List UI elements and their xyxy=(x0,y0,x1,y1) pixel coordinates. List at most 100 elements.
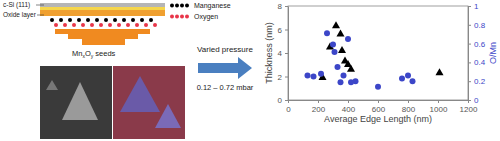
seeds-label-part: Mn xyxy=(72,49,82,58)
tick: 6 xyxy=(278,26,288,35)
tick-label: 0.4 xyxy=(474,58,486,67)
atom xyxy=(95,18,99,22)
axis: 00.20.40.60.81 xyxy=(468,2,486,105)
tick-mark xyxy=(285,30,288,31)
arrow-label: 0.12 – 0.72 mbar xyxy=(197,83,254,92)
point xyxy=(341,73,347,79)
atom xyxy=(63,23,67,27)
point xyxy=(353,78,359,84)
layer-pointer xyxy=(37,15,44,16)
tick-mark xyxy=(285,77,288,78)
tick-label: 4 xyxy=(278,49,283,58)
point xyxy=(375,84,381,90)
tick-mark xyxy=(468,62,471,63)
atom xyxy=(68,18,72,22)
plot-frame xyxy=(288,6,468,100)
arrow-label: Varied pressure xyxy=(197,45,253,54)
tick: 800 xyxy=(402,100,416,114)
tick: 1 xyxy=(468,2,479,11)
atom xyxy=(126,23,130,27)
point xyxy=(338,46,346,53)
point xyxy=(345,36,351,42)
point xyxy=(410,78,416,84)
tick-mark xyxy=(378,100,379,103)
tick: 8 xyxy=(278,2,288,11)
atom xyxy=(59,18,63,22)
legend-label: Oxygen xyxy=(194,13,218,21)
point xyxy=(311,74,317,80)
tick-label: 0.8 xyxy=(474,21,486,30)
interface-layer xyxy=(40,7,165,10)
tick-mark xyxy=(285,6,288,7)
axis: 020040060080010001200 xyxy=(286,100,478,114)
tick-mark xyxy=(438,100,439,103)
legend-marker xyxy=(175,15,179,19)
tick: 0 xyxy=(286,100,291,114)
tick-label: 1200 xyxy=(460,105,478,114)
si-layer xyxy=(40,3,165,7)
point xyxy=(336,30,344,37)
atom xyxy=(122,18,126,22)
y-axis-title: Thickness (nm) xyxy=(264,22,274,84)
axis: 0 2 4 6 8 xyxy=(278,2,289,105)
tick-label: 2 xyxy=(278,73,283,82)
point xyxy=(405,73,411,79)
legend-marker xyxy=(175,4,179,8)
tick-label: 1 xyxy=(474,2,479,11)
point xyxy=(324,30,330,36)
tick-mark xyxy=(285,100,288,101)
atom xyxy=(113,18,117,22)
point xyxy=(305,73,311,79)
atom xyxy=(149,18,153,22)
atom xyxy=(81,23,85,27)
tick: 600 xyxy=(372,100,386,114)
point xyxy=(435,68,443,75)
tick: 1000 xyxy=(430,100,448,114)
tick-mark xyxy=(348,100,349,103)
atom xyxy=(140,18,144,22)
legend-marker xyxy=(170,4,174,8)
tick-mark xyxy=(285,53,288,54)
tick: 2 xyxy=(278,73,288,82)
tick-mark xyxy=(318,100,319,103)
layer-label: c-Si (111) xyxy=(3,1,30,9)
tick-label: 1000 xyxy=(430,105,448,114)
series xyxy=(318,21,443,80)
tick-label: 0 xyxy=(286,105,291,114)
atom xyxy=(153,23,157,27)
tick: 4 xyxy=(278,49,288,58)
atom xyxy=(86,18,90,22)
tick-mark xyxy=(468,100,471,101)
legend-label: Manganese xyxy=(194,2,231,10)
tick-mark xyxy=(468,81,471,82)
tick-label: 0 xyxy=(474,96,479,105)
tick-label: 0 xyxy=(278,96,283,105)
tick-label: 0.2 xyxy=(474,77,486,86)
axis-line xyxy=(288,7,289,101)
arrow xyxy=(198,57,252,79)
tick-mark xyxy=(408,100,409,103)
atom xyxy=(50,18,54,22)
point xyxy=(335,64,341,70)
sem-image xyxy=(40,66,112,139)
tick: 0 xyxy=(468,96,479,105)
point xyxy=(338,79,344,85)
atom xyxy=(135,23,139,27)
point xyxy=(399,75,405,81)
legend-marker xyxy=(180,4,184,8)
atom xyxy=(90,23,94,27)
tick-label: 600 xyxy=(372,105,386,114)
atom xyxy=(104,18,108,22)
diagram: c-Si (111)Oxide layerManganeseOxygenMnxO… xyxy=(3,1,254,139)
series xyxy=(305,30,416,90)
seeds-label: MnxOy seeds xyxy=(72,49,116,59)
tick-label: 800 xyxy=(402,105,416,114)
point xyxy=(330,42,336,48)
tick: 0.4 xyxy=(468,58,486,67)
sem-image xyxy=(113,66,185,139)
legend-marker xyxy=(185,15,189,19)
tick: 400 xyxy=(342,100,356,114)
tick: 0.2 xyxy=(468,77,486,86)
tick-mark xyxy=(468,25,471,26)
tick-mark xyxy=(468,6,471,7)
